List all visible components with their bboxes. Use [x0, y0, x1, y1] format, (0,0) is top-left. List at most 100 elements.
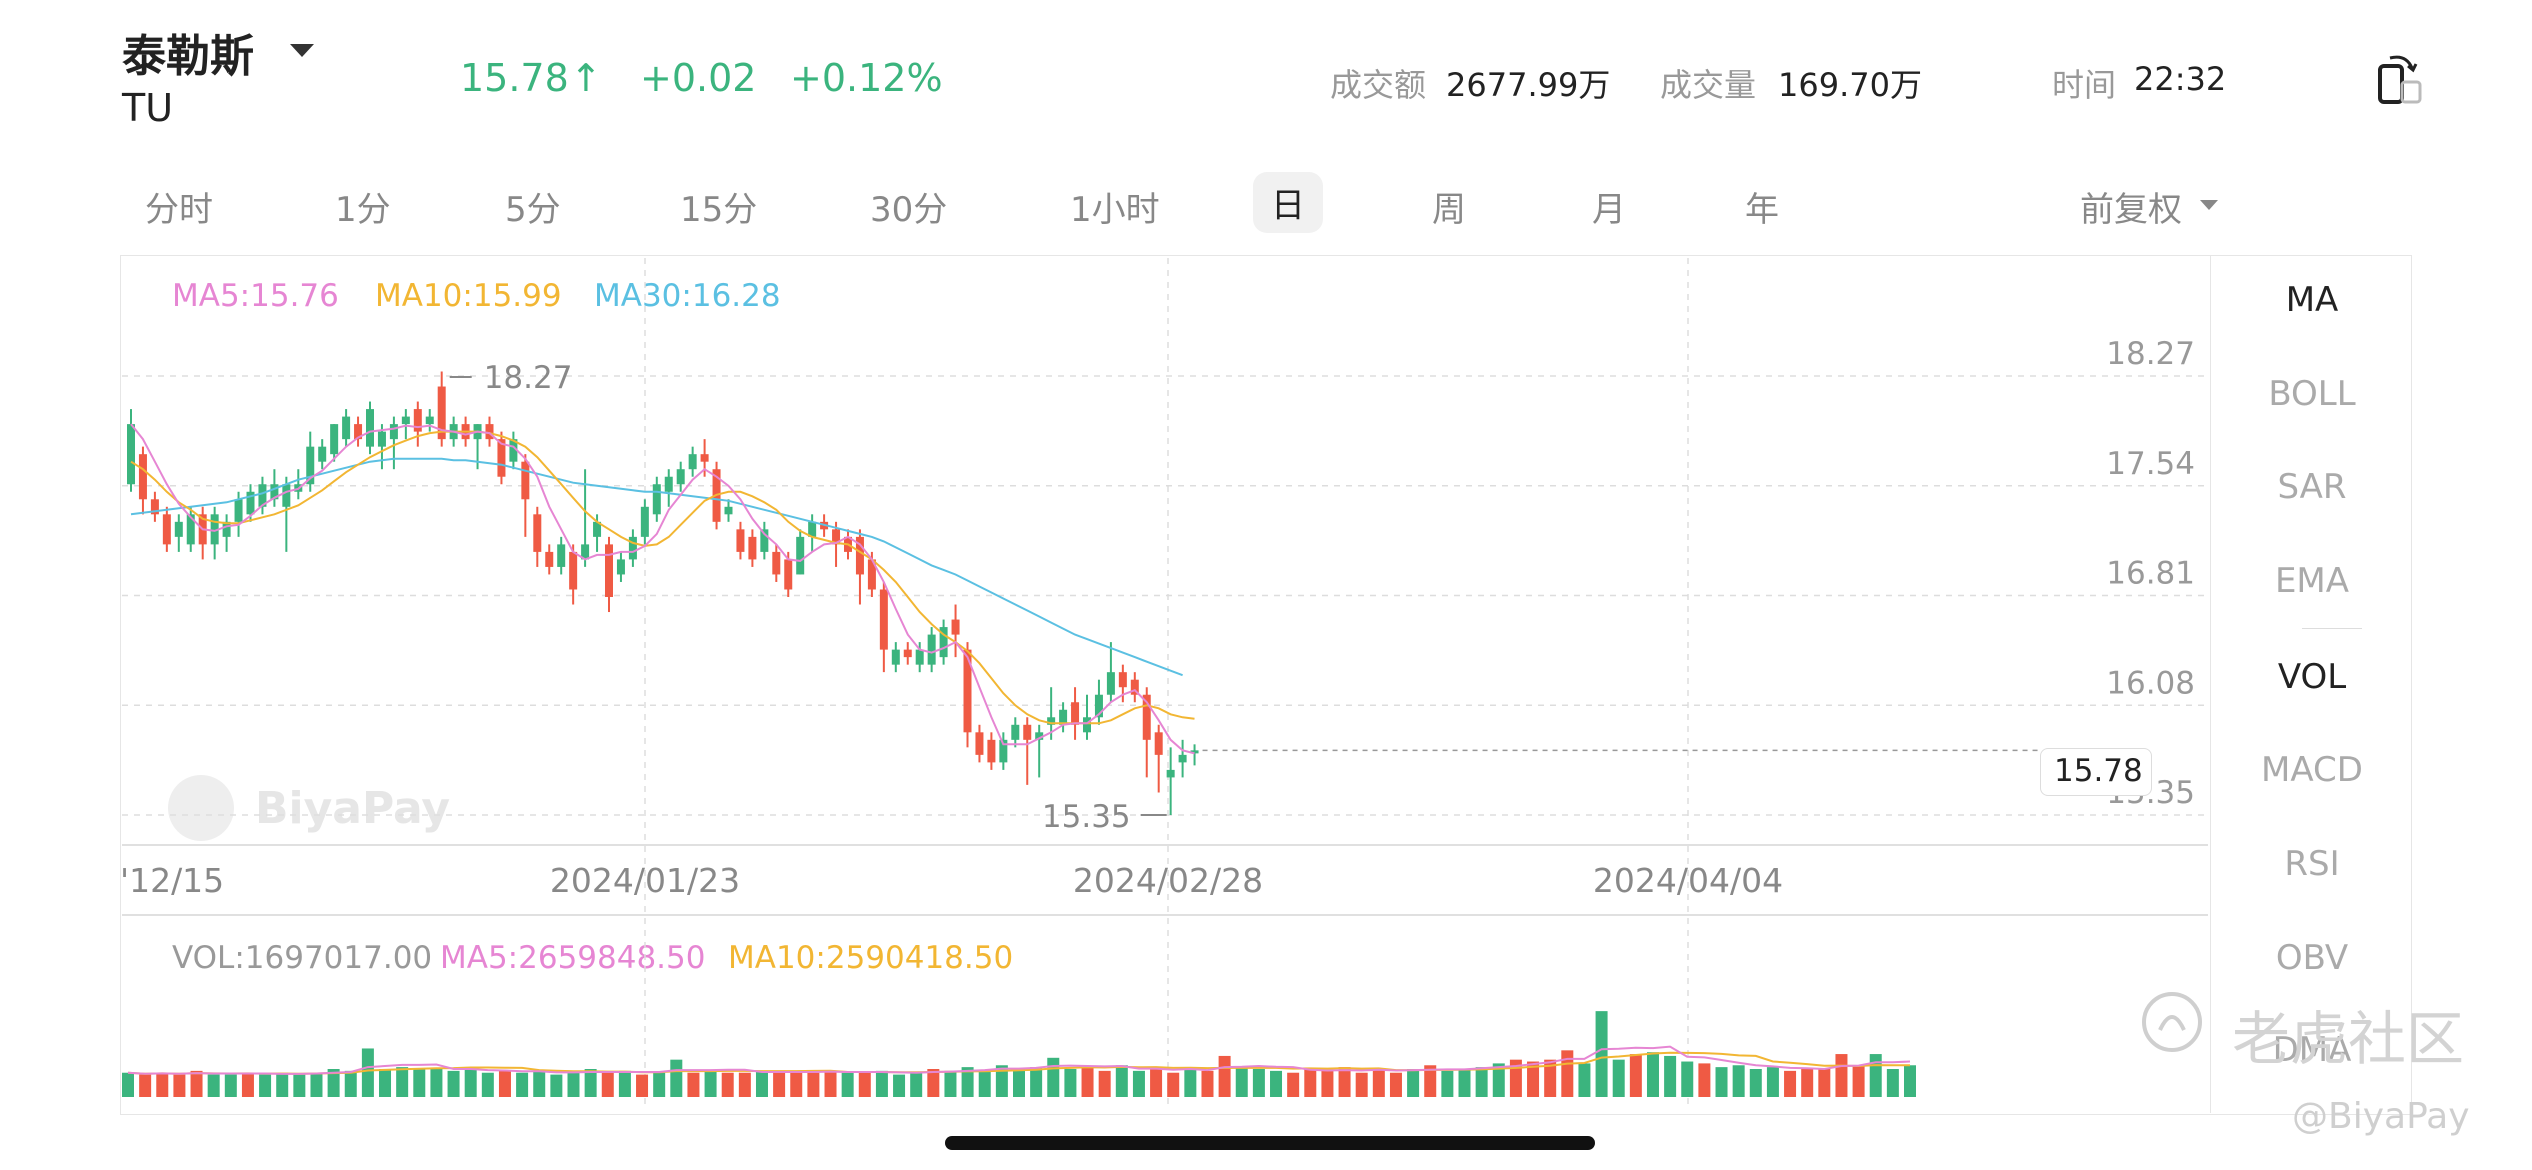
volume-value: 169.70万 — [1778, 66, 1922, 104]
volume-bar — [636, 1074, 649, 1097]
volume-bar — [653, 1072, 666, 1097]
y-tick-label: 16.81 — [2106, 556, 2195, 592]
y-tick-label: 18.27 — [2106, 336, 2195, 372]
tab-9[interactable]: 年 — [1745, 190, 1779, 230]
candle-body — [796, 536, 805, 575]
volume-bar — [584, 1069, 597, 1097]
tab-0[interactable]: 分时 — [145, 190, 213, 230]
indicator-ma[interactable]: MA — [2285, 280, 2339, 320]
candle-body — [939, 627, 948, 658]
volume-bar — [481, 1072, 494, 1097]
tab-8[interactable]: 月 — [1592, 190, 1626, 230]
volume-bar — [1715, 1067, 1728, 1097]
candle-body — [306, 446, 315, 485]
candle-body — [700, 454, 709, 462]
candle-body — [628, 536, 637, 560]
x-tick-label: '12/15 — [120, 861, 224, 900]
tab-3[interactable]: 15分 — [680, 190, 758, 230]
volume-bar — [893, 1074, 906, 1097]
volume-bar — [1270, 1070, 1283, 1097]
volume-bar — [1235, 1067, 1248, 1097]
volume-bar — [1355, 1072, 1368, 1097]
volume-bar — [961, 1067, 974, 1097]
volume-bar — [1287, 1072, 1300, 1097]
ma5-legend: MA5:15.76 — [172, 278, 339, 314]
candle-body — [1071, 702, 1080, 725]
tab-1[interactable]: 1分 — [335, 190, 391, 230]
volume-bar — [1389, 1072, 1402, 1097]
indicator-obv[interactable]: OBV — [2275, 938, 2349, 978]
low-label: 15.35 — [1042, 799, 1131, 835]
volume-bar — [1646, 1052, 1659, 1097]
candle-body — [652, 484, 661, 515]
volume-bar — [1407, 1069, 1420, 1097]
candle-body — [581, 544, 590, 560]
volume-bar — [1218, 1055, 1231, 1097]
candle-body — [521, 461, 530, 500]
candle-body — [150, 499, 159, 515]
vol-ma10-line — [127, 1051, 1910, 1075]
candle-body — [246, 491, 255, 515]
adjust-dropdown-label[interactable]: 前复权 — [2080, 190, 2182, 230]
ma30-line — [130, 457, 1183, 677]
volume-bar — [1629, 1054, 1642, 1097]
tab-7[interactable]: 周 — [1432, 190, 1466, 230]
volume-bar — [361, 1048, 374, 1097]
candle-body — [138, 454, 147, 500]
candle-body — [485, 424, 494, 440]
candle-body — [1023, 724, 1032, 740]
turnover-label: 成交额 — [1330, 66, 1427, 104]
volume-bar — [824, 1070, 837, 1097]
rotate-screen-icon[interactable] — [2376, 48, 2424, 106]
volume-bar — [516, 1072, 529, 1097]
volume-label: 成交量 — [1660, 66, 1757, 104]
indicator-vol[interactable]: VOL — [2277, 657, 2347, 697]
tab-6[interactable]: 日 — [1253, 172, 1323, 233]
volume-bar — [875, 1070, 888, 1097]
volume-bar — [1458, 1069, 1471, 1097]
last-price: 15.78 — [460, 56, 569, 100]
volume-bar — [1818, 1069, 1831, 1097]
volume-bar — [1115, 1065, 1128, 1097]
indicator-dma[interactable]: DMA — [2272, 1030, 2352, 1070]
volume-bar — [1886, 1069, 1899, 1097]
vol-legend: VOL:1697017.00 — [172, 940, 433, 976]
indicator-ema[interactable]: EMA — [2274, 561, 2350, 601]
stock-ticker: TU — [122, 86, 174, 130]
candle-body — [736, 529, 745, 552]
volume-bar — [1732, 1065, 1745, 1097]
volume-bar — [1544, 1059, 1557, 1097]
indicator-macd[interactable]: MACD — [2261, 750, 2363, 790]
home-indicator — [945, 1136, 1595, 1150]
candle-body — [330, 424, 339, 455]
candle-body — [915, 649, 924, 665]
volume-bar — [122, 1072, 134, 1097]
vol-ma5-line — [127, 1045, 1911, 1075]
time-label: 时间 — [2052, 66, 2117, 104]
candle-body — [879, 589, 888, 650]
indicator-boll[interactable]: BOLL — [2268, 374, 2356, 414]
candle-body — [1035, 732, 1044, 740]
candle-body — [413, 409, 422, 432]
sidebar-separator — [2302, 628, 2362, 629]
tiger-community-watermark: 老虎社区 — [2232, 1005, 2465, 1073]
candle-body — [174, 521, 183, 537]
tab-5[interactable]: 1小时 — [1070, 190, 1160, 230]
stock-switch-caret-icon[interactable] — [290, 44, 314, 57]
y-tick-label: 17.54 — [2106, 446, 2195, 482]
volume-bar — [447, 1070, 460, 1097]
candle-body — [234, 499, 243, 522]
candle-body — [724, 506, 733, 515]
indicator-rsi[interactable]: RSI — [2284, 844, 2340, 884]
tab-4[interactable]: 30分 — [870, 190, 948, 230]
tab-2[interactable]: 5分 — [505, 190, 561, 230]
adjust-caret-icon[interactable] — [2200, 200, 2218, 210]
volume-bar — [1081, 1067, 1094, 1097]
candle-body — [425, 416, 434, 425]
indicator-sar[interactable]: SAR — [2277, 467, 2347, 507]
candle-body — [1142, 694, 1151, 740]
volume-bar — [1749, 1069, 1762, 1097]
volume-bar — [858, 1072, 871, 1097]
volume-bar — [1441, 1070, 1454, 1097]
